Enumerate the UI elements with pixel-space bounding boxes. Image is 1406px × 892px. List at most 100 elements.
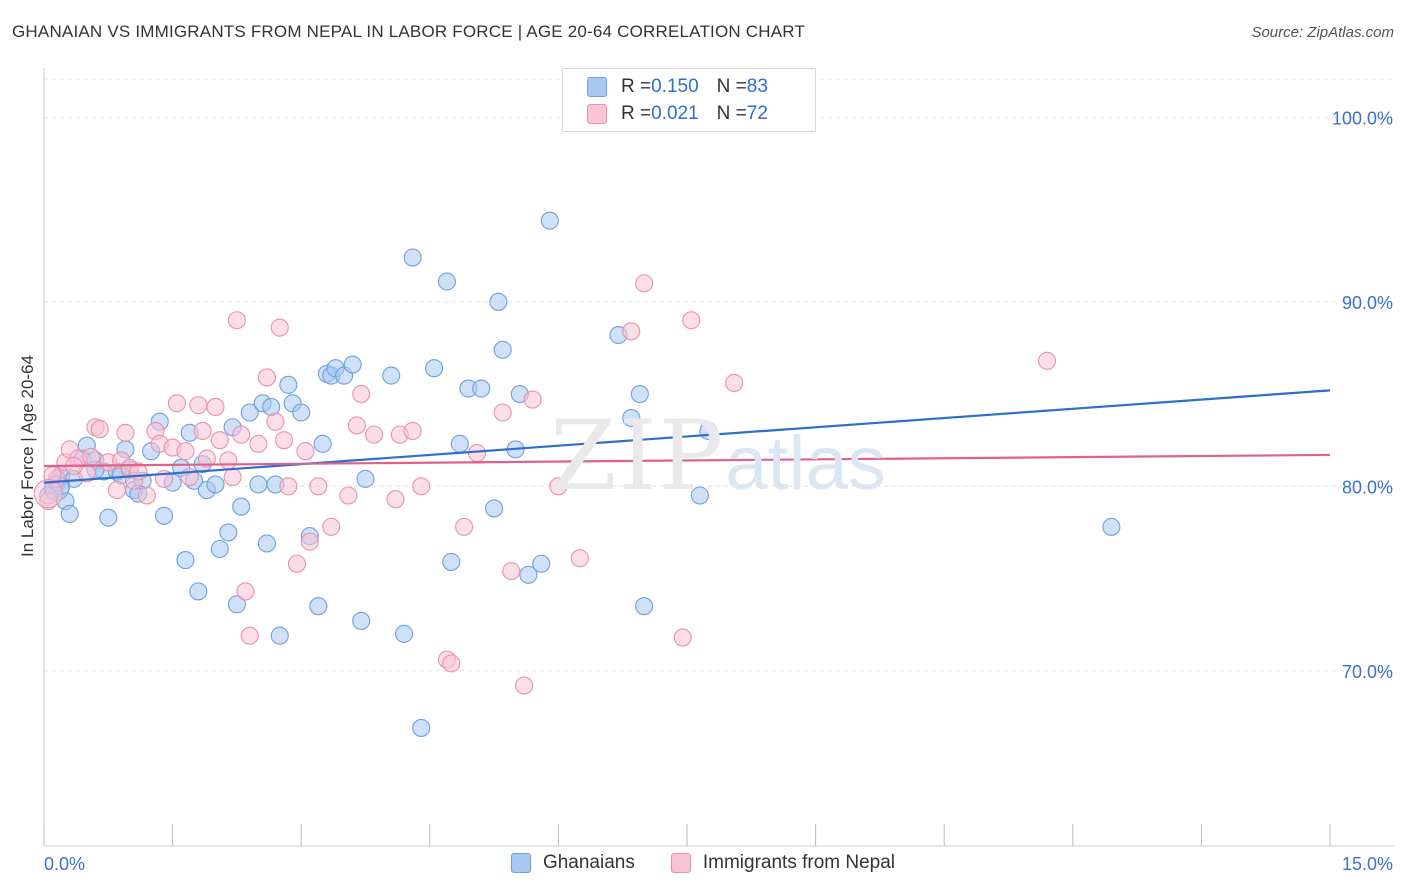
ghanaian-point — [630, 384, 649, 404]
nepal-point-cluster — [33, 479, 63, 509]
legend-swatch-blue — [510, 853, 531, 873]
ghanaian-point — [227, 595, 246, 614]
nepal-point — [725, 373, 744, 393]
y-axis-label: In Labor Force | Age 20-64 — [18, 355, 37, 557]
ghanaian-point — [279, 375, 298, 394]
nepal-point — [257, 368, 276, 387]
nepal-point — [116, 423, 135, 442]
nepal-point — [570, 549, 589, 568]
nepal-point — [386, 490, 405, 509]
x-tick-label: 15.0% — [1342, 854, 1393, 874]
nepal-point — [467, 444, 487, 463]
nepal-point — [107, 480, 126, 500]
legend-swatch-pink — [670, 853, 691, 873]
legend-row-nepal: R = 0.021 N = 72 — [587, 102, 768, 126]
nepal-point — [347, 416, 366, 435]
ghanaian-point — [60, 504, 79, 524]
ghanaian-point — [395, 624, 414, 643]
ghanaian-point — [240, 403, 259, 422]
ghanaian-point — [489, 292, 508, 311]
nepal-point — [193, 421, 212, 440]
ghanaian-point — [249, 475, 268, 494]
chart-title: GHANAIAN VS IMMIGRANTS FROM NEPAL IN LAB… — [12, 22, 806, 41]
ghanaian-point — [450, 434, 469, 453]
ghanaian-point — [485, 499, 504, 518]
legend-n-value: 83 — [746, 76, 768, 97]
nepal-point — [219, 451, 238, 470]
ghanaian-point — [189, 582, 208, 601]
nepal-point — [403, 421, 422, 440]
ghanaian-point — [210, 539, 229, 559]
legend-n-label: N = — [716, 76, 747, 97]
chart-source: Source: ZipAtlas.com — [1251, 24, 1394, 41]
nepal-point — [227, 311, 246, 330]
ghanaian-point — [270, 626, 289, 645]
nepal-point — [549, 477, 568, 496]
ghanaian-point — [442, 552, 461, 571]
nepal-point — [300, 532, 319, 551]
ghanaian-point — [99, 508, 118, 527]
legend-swatch-blue — [587, 77, 607, 97]
grid-layer — [44, 78, 1394, 672]
nepal-point — [275, 431, 294, 450]
nepal-point — [167, 394, 186, 413]
nepal-point — [502, 562, 521, 581]
nepal-point — [622, 322, 641, 341]
ghanaian-point — [690, 486, 709, 505]
ghanaian-point — [635, 597, 654, 616]
ghanaian-point — [313, 434, 332, 453]
ghanaian-point — [437, 272, 456, 291]
nepal-point — [412, 477, 431, 496]
nepal-trend-line — [43, 453, 1331, 468]
legend-r-value: 0.021 — [651, 103, 699, 124]
nepal-point — [176, 442, 195, 461]
ghanaian-trend-line — [43, 389, 1331, 484]
ghanaian-point — [1102, 517, 1121, 536]
nepal-point — [515, 676, 534, 695]
nepal-point — [270, 318, 289, 337]
nepal-point — [223, 468, 242, 487]
trend-layer — [43, 389, 1331, 484]
nepal-point — [232, 425, 251, 444]
y-tick-label: 70.0% — [1342, 662, 1393, 682]
stats-legend: R = 0.150 N = 83 R = 0.021 N = 72 — [562, 68, 816, 132]
legend-r-label: R = — [621, 103, 652, 124]
nepal-point — [206, 397, 225, 417]
legend-r-value: 0.150 — [651, 76, 699, 97]
nepal-point — [322, 517, 341, 536]
nepal-point — [1038, 351, 1057, 370]
ghanaian-point — [232, 497, 251, 516]
legend-item-ghanaians[interactable]: Ghanaians — [510, 852, 635, 874]
legend-n-label: N = — [716, 103, 747, 124]
nepal-points — [33, 274, 1057, 695]
nepal-point — [240, 626, 259, 645]
ghanaian-point — [412, 718, 431, 737]
ghanaian-point — [343, 355, 362, 374]
nepal-point — [137, 486, 156, 505]
ghanaian-point — [352, 611, 371, 630]
nepal-point — [455, 517, 474, 536]
ghanaian-point — [292, 403, 311, 422]
series-legend: Ghanaians Immigrants from Nepal — [0, 852, 1406, 874]
ghanaian-point — [540, 211, 559, 230]
nepal-point — [493, 403, 512, 422]
nepal-point — [279, 477, 298, 496]
nepal-point — [339, 486, 358, 505]
nepal-point — [249, 434, 268, 453]
ghanaian-point — [519, 565, 538, 584]
legend-n-value: 72 — [746, 103, 768, 124]
legend-item-nepal[interactable]: Immigrants from Nepal — [670, 852, 895, 874]
nepal-point — [189, 396, 208, 415]
nepal-point — [82, 447, 101, 466]
nepal-point — [673, 628, 692, 647]
y-tick-label: 90.0% — [1342, 293, 1393, 313]
ghanaian-point — [154, 506, 174, 525]
axis-layer — [43, 68, 1394, 847]
nepal-point — [236, 582, 255, 601]
nepal-point — [309, 477, 328, 496]
legend-row-ghanaians: R = 0.150 N = 83 — [587, 75, 768, 99]
ghanaian-point — [425, 359, 444, 378]
nepal-point — [523, 390, 542, 409]
ghanaian-point — [382, 366, 401, 385]
